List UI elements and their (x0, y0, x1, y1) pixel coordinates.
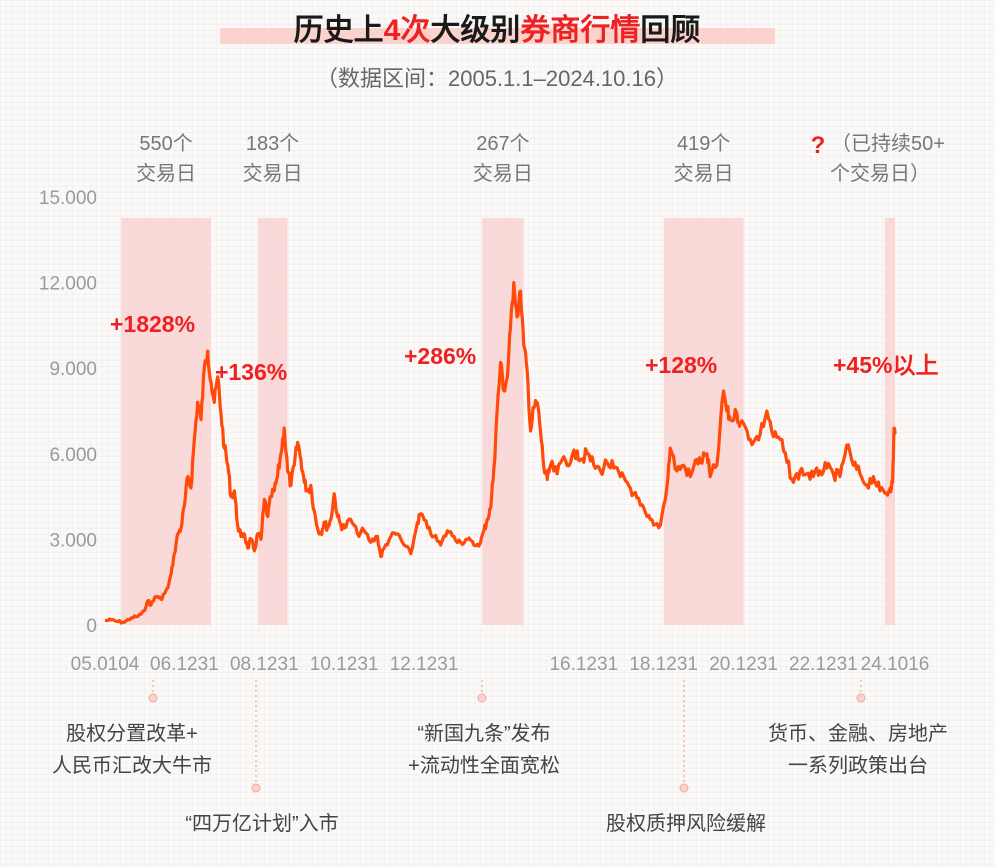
x-tick-label: 12.1231 (390, 654, 459, 675)
period-band-2 (257, 218, 288, 625)
event-text: 人民币汇改大牛市 (52, 754, 212, 777)
x-tick-label: 16.1231 (549, 654, 618, 675)
event-text: “四万亿计划”入市 (185, 812, 338, 835)
chart-subtitle: （数据区间：2005.1.1–2024.10.16） (316, 66, 678, 91)
period-days-line2: 交易日 (674, 162, 734, 185)
period-label-5: ? （已持续50+ 个交易日） (811, 132, 945, 185)
event-text: 货币、金融、房地产 (768, 722, 948, 745)
series-line (104, 281, 897, 625)
period-gain-label: +286% (404, 343, 476, 369)
period-gain-label: +1828% (110, 311, 195, 337)
y-tick-label: 6.000 (49, 445, 97, 466)
series-layer (104, 281, 897, 625)
event-marker-dot (251, 783, 261, 793)
title-underline (220, 28, 775, 44)
y-tick-label: 9.000 (49, 359, 97, 380)
event-text: 股权质押风险缓解 (606, 812, 766, 835)
period-days-line1: 183个 (246, 132, 299, 155)
period-band-5 (884, 218, 895, 625)
period-days-line2: 交易日 (243, 162, 303, 185)
title-middle: 大级别 (430, 14, 520, 47)
event-text: “新国九条”发布 (417, 722, 550, 745)
period-days-line1: 267个 (476, 132, 529, 155)
event-text: +流动性全面宽松 (408, 754, 560, 777)
x-tick-label: 18.1231 (629, 654, 698, 675)
y-tick-label: 3.000 (49, 530, 97, 551)
event-text: 股权分置改革+ (66, 722, 198, 745)
x-tick-label: 08.1231 (230, 654, 299, 675)
event-text: 一系列政策出台 (788, 754, 928, 777)
y-tick-label: 0 (86, 616, 97, 637)
period-band-3 (482, 218, 524, 625)
question-mark: ? (811, 132, 826, 159)
x-tick-label: 05.0104 (71, 654, 140, 675)
period-days-line1: （已持续50+ (831, 132, 945, 155)
event-annotation-3: “新国九条”发布 +流动性全面宽松 (408, 680, 560, 777)
event-annotation-2: “四万亿计划”入市 (185, 680, 339, 835)
event-marker-dot (148, 693, 158, 703)
event-annotation-4: 股权质押风险缓解 (606, 680, 766, 835)
title-count: 4次 (384, 14, 431, 47)
title-suffix: 回顾 (640, 14, 700, 47)
x-tick-label: 24.1016 (861, 654, 930, 675)
period-days-line1: 550个 (139, 132, 192, 155)
period-days-line2: 个交易日） (830, 162, 930, 185)
x-tick-label: 06.1231 (150, 654, 219, 675)
event-marker-dot (679, 783, 689, 793)
period-days-line2: 交易日 (473, 162, 533, 185)
title-block: 历史上4次大级别券商行情回顾 （数据区间：2005.1.1–2024.10.16… (220, 14, 775, 91)
period-gain-label: +136% (215, 359, 287, 385)
y-tick-label: 15.000 (39, 188, 97, 209)
period-gain-label: +45%以上 (833, 352, 938, 378)
event-annotations: 股权分置改革+ 人民币汇改大牛市 “四万亿计划”入市 “新国九条”发布 +流动性全面宽松… (52, 680, 948, 835)
title-highlight: 券商行情 (520, 14, 640, 47)
period-days-line1: 419个 (677, 132, 730, 155)
x-tick-label: 10.1231 (310, 654, 379, 675)
period-days-line2: 交易日 (136, 162, 196, 185)
event-marker-dot (477, 693, 487, 703)
period-shading (121, 218, 895, 625)
event-annotation-1: 股权分置改革+ 人民币汇改大牛市 (52, 680, 212, 777)
x-tick-label: 20.1231 (709, 654, 778, 675)
title-prefix: 历史上 (294, 14, 384, 47)
event-marker-dot (856, 693, 866, 703)
y-tick-label: 12.000 (39, 274, 97, 295)
axes: 0 3.000 6.000 9.000 12.000 15.000 05.0104 06.12… (39, 188, 929, 675)
x-tick-label: 22.1231 (789, 654, 858, 675)
period-gain-label: +128% (645, 352, 717, 378)
chart-title: 历史上4次大级别券商行情回顾 (294, 14, 701, 47)
